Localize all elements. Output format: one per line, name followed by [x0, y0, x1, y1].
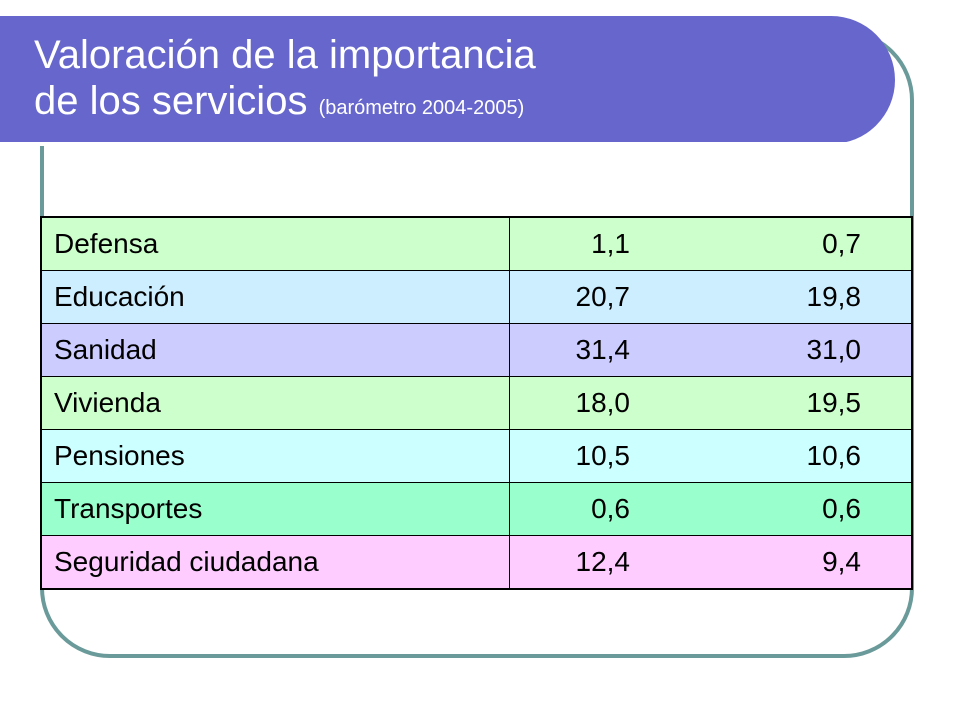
value-2004: 18,0 — [509, 376, 630, 430]
table-row: Pensiones 10,5 10,6 — [41, 429, 912, 483]
title-line-2-text: de los servicios — [34, 79, 308, 123]
title-underline — [0, 142, 848, 146]
table-row: Vivienda 18,0 19,5 — [41, 376, 912, 430]
table-row: Sanidad 31,4 31,0 — [41, 323, 912, 377]
row-label: Pensiones — [41, 429, 510, 483]
row-label: Sanidad — [41, 323, 510, 377]
title-line-2: de los servicios (barómetro 2004-2005) — [34, 78, 536, 131]
row-label: Vivienda — [41, 376, 510, 430]
value-2005: 10,6 — [630, 429, 912, 483]
title-subtitle: (barómetro 2004-2005) — [318, 97, 525, 119]
value-2005: 19,8 — [630, 270, 912, 324]
value-2004: 12,4 — [509, 535, 630, 590]
row-label: Seguridad ciudadana — [41, 535, 510, 590]
row-label: Transportes — [41, 482, 510, 536]
title-line-1: Valoración de la importancia — [34, 33, 536, 77]
table-row: Defensa 1,1 0,7 — [41, 216, 912, 271]
value-2005: 31,0 — [630, 323, 912, 377]
value-2004: 31,4 — [509, 323, 630, 377]
value-2005: 0,6 — [630, 482, 912, 536]
value-2004: 20,7 — [509, 270, 630, 324]
value-2004: 1,1 — [509, 216, 630, 271]
title-bar: Valoración de la importancia de los serv… — [0, 16, 895, 146]
row-label: Educación — [41, 270, 510, 324]
value-2004: 10,5 — [509, 429, 630, 483]
value-2005: 9,4 — [630, 535, 912, 590]
table-row: Seguridad ciudadana 12,4 9,4 — [41, 535, 912, 590]
slide-title: Valoración de la importancia de los serv… — [34, 32, 536, 131]
value-2004: 0,6 — [509, 482, 630, 536]
value-2005: 0,7 — [630, 216, 912, 271]
table-row: Transportes 0,6 0,6 — [41, 482, 912, 536]
row-label: Defensa — [41, 216, 510, 271]
table-row: Educación 20,7 19,8 — [41, 270, 912, 324]
value-2005: 19,5 — [630, 376, 912, 430]
services-table: Defensa 1,1 0,7 Educación 20,7 19,8 Sani… — [40, 216, 913, 590]
